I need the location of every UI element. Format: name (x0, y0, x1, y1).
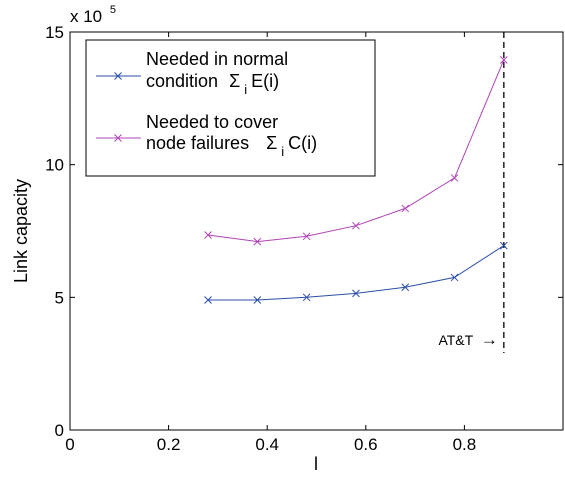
y-multiplier-base: x 10 (70, 7, 102, 26)
legend-marker-normal (114, 72, 122, 80)
legend-label-failures-sub: i (281, 144, 284, 159)
y-tick-label-3: 15 (45, 23, 64, 42)
legend-label-failures-tail: C(i) (288, 133, 317, 153)
axis-ticks (69, 31, 563, 431)
data-point-normal-0 (204, 296, 212, 304)
x-axis-label: l (314, 454, 318, 474)
legend-label-normal-sigma: Σ (229, 71, 240, 91)
y-multiplier-exp: 5 (110, 4, 116, 16)
legend-box (85, 39, 376, 177)
x-tick-label-1: 0.2 (157, 435, 181, 454)
data-point-failures-0 (204, 231, 212, 239)
legend-label-normal-tail: E(i) (251, 71, 279, 91)
y-tick-label-2: 10 (45, 156, 64, 175)
atnt-label-text: AT&T (438, 332, 473, 348)
legend-label-failures-line2: node failures Σ i C(i) (146, 133, 317, 160)
y-tick-label-1: 5 (55, 288, 64, 307)
data-point-failures-6 (499, 56, 508, 64)
legend-label-failures-line1: Needed to cover (146, 112, 278, 132)
legend: Needed in normal condition Σ i E(i) Need… (85, 39, 376, 177)
atnt-label: AT&T → (438, 330, 497, 349)
legend-label-normal-line1: Needed in normal (146, 49, 288, 69)
legend-label-normal-word: condition (146, 71, 218, 91)
legend-label-failures-sigma: Σ (266, 133, 277, 153)
atnt-arrow: → (481, 330, 498, 349)
data-point-failures-4 (401, 204, 410, 213)
y-multiplier: x 10 5 (70, 4, 116, 26)
data-point-failures-5 (450, 174, 459, 182)
legend-marker-failures (114, 134, 122, 142)
data-point-failures-3 (352, 221, 360, 230)
legend-label-normal-line2: condition Σ i E(i) (146, 71, 279, 98)
data-point-normal-1 (253, 296, 262, 304)
y-axis-label: Link capacity (11, 179, 31, 283)
y-tick-label-0: 0 (55, 421, 64, 440)
data-point-normal-6 (499, 241, 508, 250)
x-tick-label-0: 0 (65, 435, 74, 454)
series-layer (204, 56, 508, 304)
x-tick-label-3: 0.6 (354, 435, 378, 454)
axis-tick-labels: 0 0.2 0.4 0.6 0.8 0 5 10 15 (45, 23, 476, 454)
x-tick-label-4: 0.8 (453, 435, 477, 454)
data-point-failures-1 (253, 237, 262, 246)
data-point-normal-3 (352, 289, 360, 298)
data-point-normal-4 (401, 283, 410, 292)
plot-area (69, 31, 564, 431)
series-line-normal (208, 245, 505, 301)
legend-label-failures-word: node failures (146, 133, 249, 153)
x-tick-label-2: 0.4 (255, 435, 279, 454)
data-point-failures-2 (302, 232, 311, 241)
data-point-normal-2 (302, 293, 311, 302)
data-point-normal-5 (450, 273, 459, 282)
legend-label-normal-sub: i (244, 82, 247, 97)
